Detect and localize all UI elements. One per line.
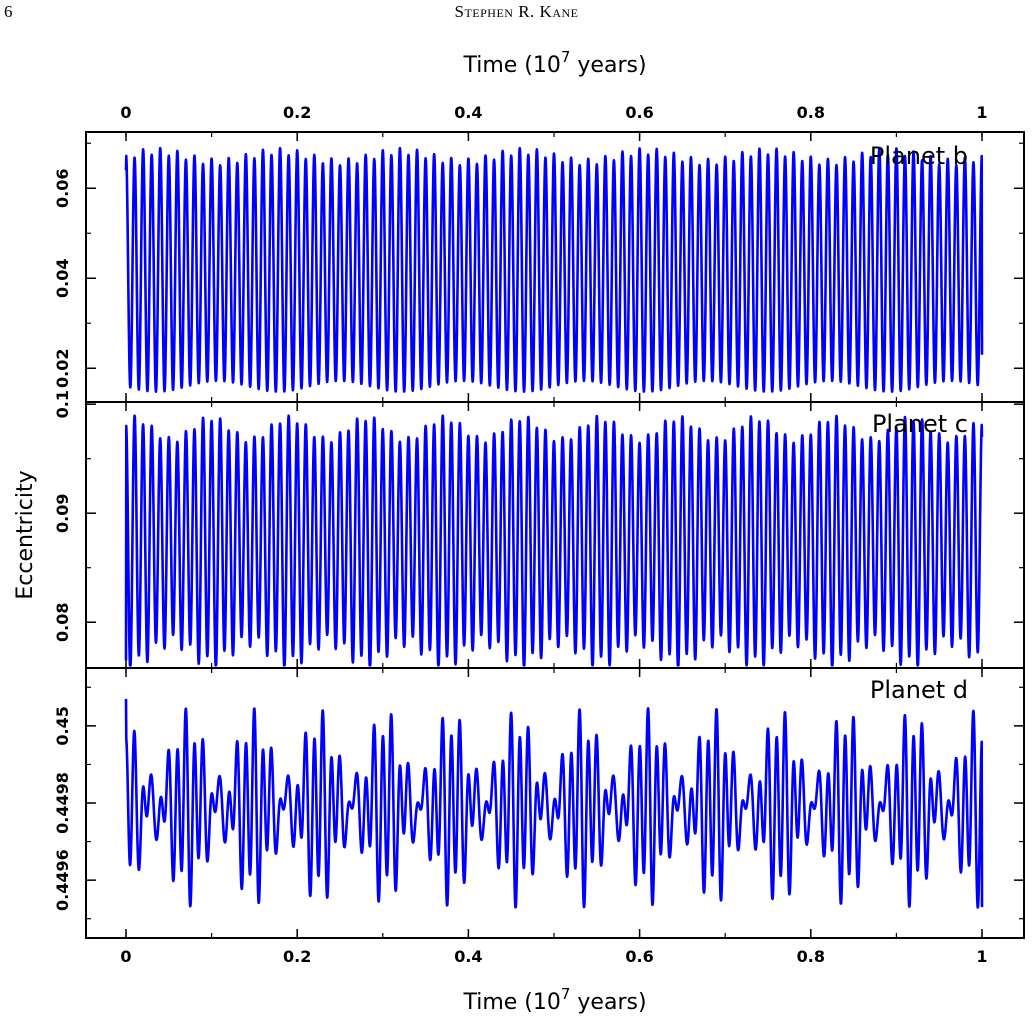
x-axis-title-bottom-base: Time (10	[462, 990, 560, 1015]
series-line-planet-b	[124, 146, 984, 393]
x-tick-label-top: 0.6	[625, 103, 653, 122]
x-axis-title-top-exp: 7	[561, 48, 571, 66]
y-tick-label: 0.09	[53, 493, 72, 532]
page-number: 6	[4, 2, 13, 21]
x-tick-label-bottom: 0	[120, 947, 131, 966]
y-axis-title: Eccentricity	[13, 470, 38, 599]
panel-label: Planet b	[870, 142, 968, 170]
svg-text:Time (107 years): Time (107 years)	[462, 985, 646, 1015]
x-tick-label-top: 0.2	[283, 103, 311, 122]
x-axis-title-bottom-tail: years)	[570, 990, 646, 1015]
y-tick-label: 0.04	[53, 259, 72, 298]
x-axis-title-bottom-exp: 7	[561, 985, 571, 1003]
y-tick-label: 0.06	[53, 169, 72, 208]
x-axis-title-top: Time (107 years)	[462, 48, 646, 78]
series-line-planet-d	[124, 698, 984, 909]
x-axis-title-top-base: Time (10	[462, 53, 560, 78]
panel-label: Planet d	[870, 676, 968, 704]
panel-label: Planet c	[872, 410, 968, 438]
y-tick-label: 0.4498	[53, 772, 72, 834]
panel-1: 0.02 0.04 0.06 Planet b	[53, 131, 1025, 403]
y-tick-label: 0.1	[53, 390, 72, 418]
x-tick-label-bottom: 1	[976, 947, 987, 966]
y-tick-label: 0.02	[53, 349, 72, 388]
x-tick-label-top: 0.4	[454, 103, 482, 122]
panel-2: 0.08 0.09 0.1 Planet c	[53, 390, 1025, 669]
x-tick-label-top: 0	[120, 103, 131, 122]
y-tick-label: 0.08	[53, 602, 72, 641]
series-line-planet-c	[124, 414, 984, 667]
svg-text:Time (107 years): Time (107 years)	[462, 48, 646, 78]
x-tick-label-bottom: 0.4	[454, 947, 482, 966]
y-tick-label: 0.45	[53, 706, 72, 745]
running-head: Stephen R. Kane	[454, 2, 579, 21]
x-tick-label-bottom: 0.8	[797, 947, 825, 966]
x-axis-title-top-tail: years)	[570, 53, 646, 78]
x-tick-label-top: 0.8	[797, 103, 825, 122]
x-axis-title-bottom: Time (107 years)	[462, 985, 646, 1015]
x-tick-label-bottom: 0.6	[625, 947, 653, 966]
x-tick-label-bottom: 0.2	[283, 947, 311, 966]
x-tick-label-top: 1	[976, 103, 987, 122]
y-tick-label: 0.4496	[53, 849, 72, 911]
panel-3: 0.4496 0.4498 0.45 Planet d	[53, 667, 1025, 939]
